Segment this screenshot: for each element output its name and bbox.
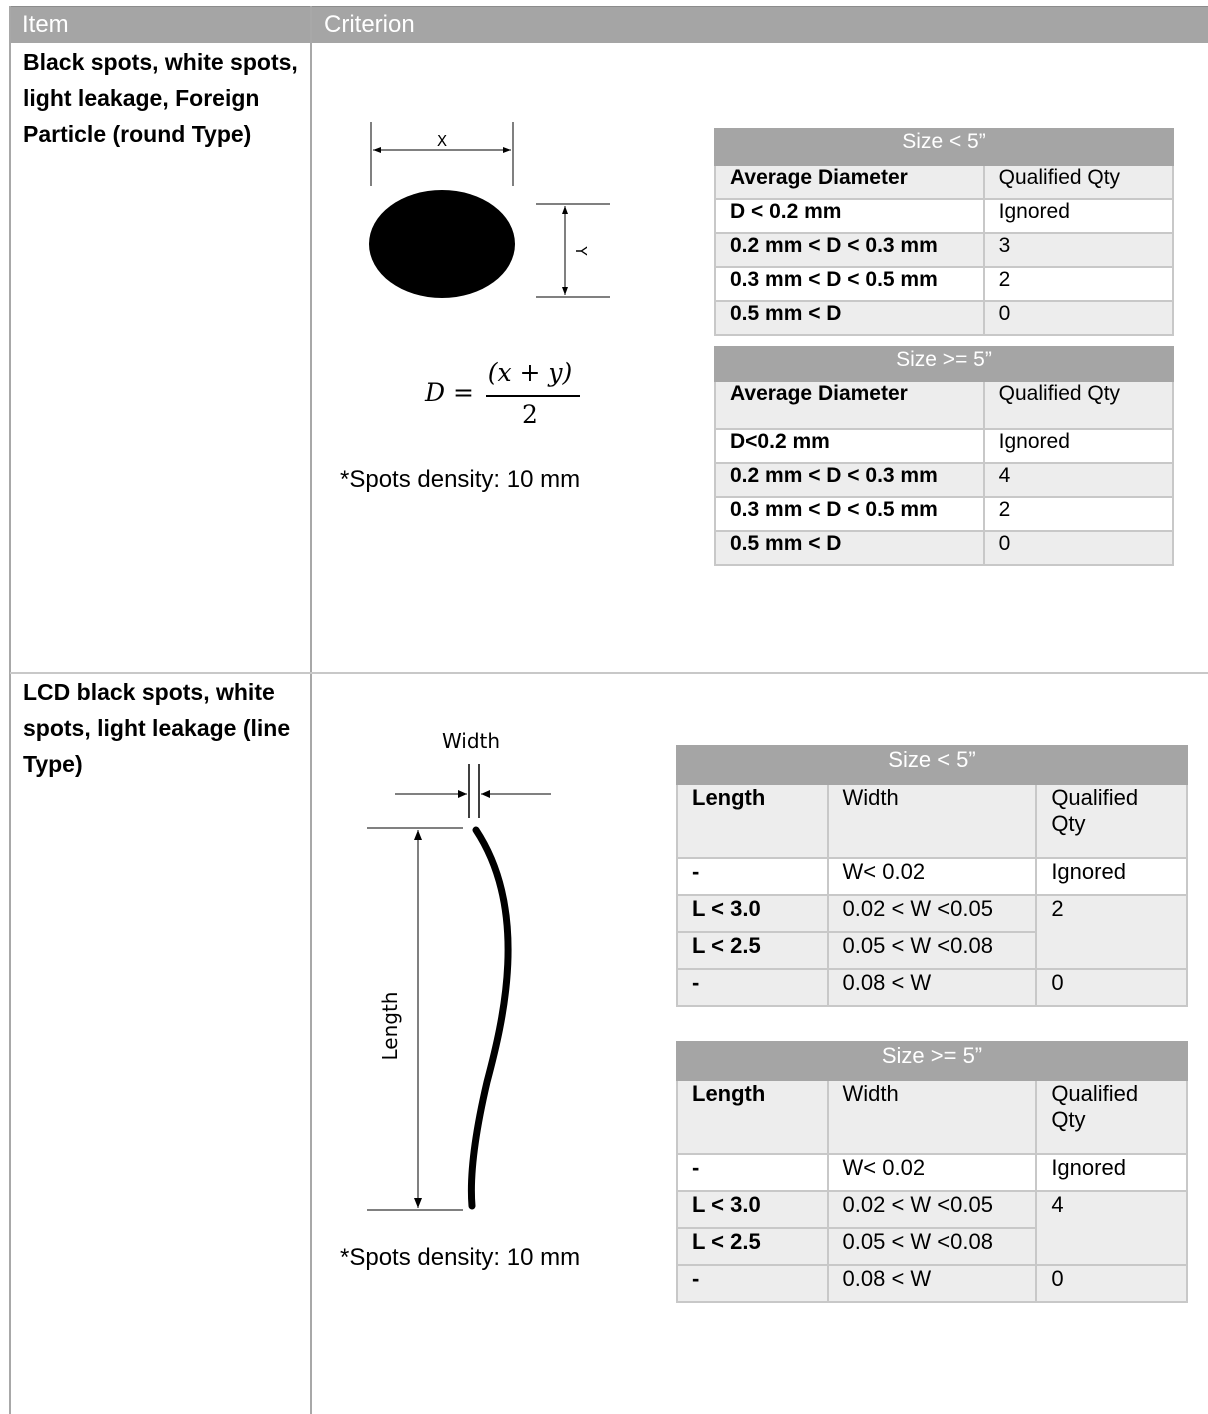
table-cell: - <box>676 968 829 1007</box>
table-caption: Size < 5” <box>714 128 1174 166</box>
table-caption: Size < 5” <box>676 745 1188 785</box>
column-header: Average Diameter <box>714 380 985 430</box>
table-cell: 0.02 < W <0.05 <box>826 894 1038 933</box>
round-spot-diagram: X Y <box>369 122 610 298</box>
column-header: Qualified Qty <box>1035 783 1188 859</box>
column-header: Length <box>676 783 829 859</box>
line-spec-table-large: Size >= 5” Length Width Qualified Qty -W… <box>676 1041 1188 1303</box>
table-cell: W< 0.02 <box>826 1153 1038 1192</box>
round-spot-shape <box>369 190 515 298</box>
formula-numerator: (x + y) <box>487 358 573 387</box>
table-cell: 0.05 < W <0.08 <box>826 1227 1038 1266</box>
spots-density-note: *Spots density: 10 mm <box>340 1244 581 1271</box>
line-spot-shape <box>467 826 512 1210</box>
header-item: Item <box>22 11 69 38</box>
table-cell: D<0.2 mm <box>714 428 985 464</box>
table-cell: - <box>676 1153 829 1192</box>
table-cell: 0.5 mm < D <box>714 300 985 336</box>
column-header: Qualified Qty <box>982 380 1175 430</box>
length-label: Length <box>378 992 402 1061</box>
table-cell: 0.5 mm < D <box>714 530 985 566</box>
column-header: Width <box>826 1079 1038 1155</box>
table-cell: W< 0.02 <box>826 857 1038 896</box>
table-cell: 0 <box>1035 1264 1188 1303</box>
y-label: Y <box>572 245 590 256</box>
table-cell: 2 <box>1035 894 1188 970</box>
row-2-item: LCD black spots, white spots, light leak… <box>23 679 291 777</box>
table-cell: 0.08 < W <box>826 1264 1038 1303</box>
table-header <box>10 6 1208 43</box>
table-cell: Ignored <box>1035 857 1188 896</box>
table-cell: - <box>676 857 829 896</box>
column-divider <box>310 6 312 1414</box>
column-header: Length <box>676 1079 829 1155</box>
formula-fraction-bar <box>486 395 580 397</box>
round-spec-table-large: Size >= 5” Average Diameter Qualified Qt… <box>714 346 1175 566</box>
table-caption: Size >= 5” <box>714 346 1174 382</box>
row-1-item: Black spots, white spots, light leakage,… <box>23 49 298 147</box>
table-cell: 0 <box>1035 968 1188 1007</box>
table-cell: D < 0.2 mm <box>714 198 985 234</box>
table-cell: 0.3 mm < D < 0.5 mm <box>714 496 985 532</box>
table-cell: 2 <box>982 266 1175 302</box>
table-cell: 0 <box>982 530 1175 566</box>
table-cell: Ignored <box>1035 1153 1188 1192</box>
table-cell: L < 2.5 <box>676 1227 829 1266</box>
formula-denominator: 2 <box>522 400 538 429</box>
table-cell: 2 <box>982 496 1175 532</box>
table-cell: 0.2 mm < D < 0.3 mm <box>714 462 985 498</box>
table-caption: Size >= 5” <box>676 1041 1188 1081</box>
table-cell: L < 2.5 <box>676 931 829 970</box>
line-spec-table-small: Size < 5” Length Width Qualified Qty - W<… <box>676 745 1188 1007</box>
table-cell: Ignored <box>982 198 1175 234</box>
table-cell: - <box>676 1264 829 1303</box>
spots-density-note: *Spots density: 10 mm <box>340 466 581 493</box>
header-criterion: Criterion <box>324 11 415 38</box>
formula-lhs: D = <box>425 378 474 407</box>
table-cell: 0.08 < W <box>826 968 1038 1007</box>
left-border <box>9 6 11 1414</box>
round-spec-table-small: Size < 5” Average Diameter Qualified Qty… <box>714 128 1175 336</box>
table-cell: 3 <box>982 232 1175 268</box>
table-cell: 0.2 mm < D < 0.3 mm <box>714 232 985 268</box>
table-cell: L < 3.0 <box>676 1190 829 1229</box>
table-cell: 0.05 < W <0.08 <box>826 931 1038 970</box>
line-spot-diagram: Width Length <box>367 729 551 1211</box>
table-cell: 4 <box>982 462 1175 498</box>
column-header: Qualified Qty <box>982 164 1175 200</box>
table-cell: 0 <box>982 300 1175 336</box>
table-cell: 4 <box>1035 1190 1188 1266</box>
table-cell: 0.02 < W <0.05 <box>826 1190 1038 1229</box>
column-header: Qualified Qty <box>1035 1079 1188 1155</box>
row-divider <box>10 672 1208 674</box>
column-header: Width <box>826 783 1038 859</box>
table-cell: 0.3 mm < D < 0.5 mm <box>714 266 985 302</box>
width-label: Width <box>442 729 500 753</box>
table-cell: L < 3.0 <box>676 894 829 933</box>
table-cell: Ignored <box>982 428 1175 464</box>
x-label: X <box>437 132 447 150</box>
column-header: Average Diameter <box>714 164 985 200</box>
